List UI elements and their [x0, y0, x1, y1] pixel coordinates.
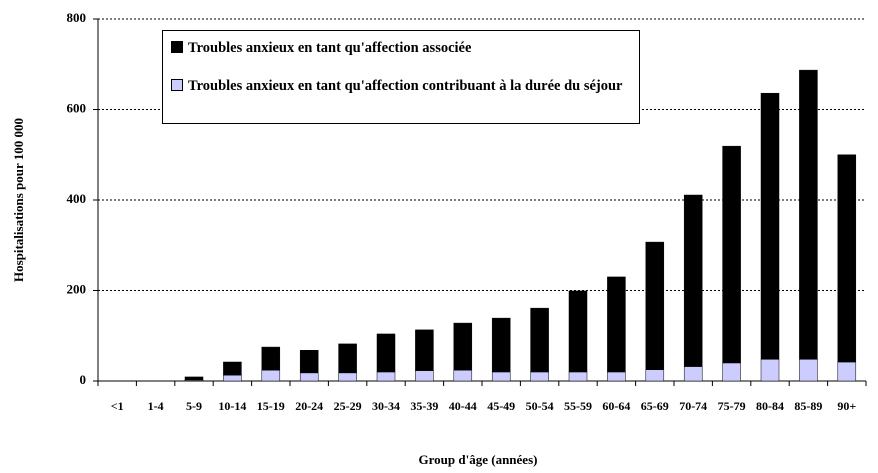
bar-segment: [415, 329, 434, 371]
bar-segment: [376, 371, 396, 382]
bar-segment: [568, 371, 588, 382]
x-tick-label: 10-14: [218, 399, 247, 413]
x-tick-label: 25-29: [333, 399, 362, 413]
bar-segment: [799, 359, 818, 382]
x-tick-label: 50-54: [525, 399, 554, 413]
legend-swatch: [171, 79, 183, 91]
bar-segment: [683, 194, 703, 367]
bar-segment: [184, 376, 204, 381]
bar-segment: [722, 145, 741, 364]
bar-segment: [799, 69, 818, 360]
bar-segment: [261, 346, 281, 371]
bar-segment: [683, 366, 703, 382]
bar-segment: [760, 92, 780, 360]
bar-segment: [837, 154, 857, 363]
bar-segment: [223, 361, 242, 376]
bar-segment: [453, 322, 473, 371]
x-tick-label: 80-84: [756, 399, 784, 413]
y-tick-label: 600: [67, 100, 87, 115]
bar-segment: [338, 372, 357, 382]
x-tick-label: 60-64: [602, 399, 631, 413]
x-tick-label: 85-89: [794, 399, 823, 413]
x-tick-label: 75-79: [717, 399, 746, 413]
bar-segment: [376, 333, 396, 373]
bar-segment: [261, 369, 281, 382]
y-tick-label: 0: [80, 372, 87, 387]
y-tick-label: 800: [67, 10, 87, 25]
bar-segment: [607, 276, 626, 373]
x-tick-label: <1: [110, 399, 124, 413]
bar-segment: [722, 362, 741, 382]
x-tick-label: 1-4: [147, 399, 164, 413]
bar-segment: [223, 374, 242, 382]
x-tick-label: 20-24: [295, 399, 324, 413]
legend-label: Troubles anxieux en tant qu'affection co…: [188, 78, 623, 94]
x-tick-label: 40-44: [448, 399, 477, 413]
bar-segment: [415, 370, 434, 382]
x-axis-label: Group d'âge (années): [419, 452, 538, 467]
x-tick-label: 55-59: [564, 399, 592, 413]
x-tick-label: 35-39: [410, 399, 439, 413]
bar-segment: [299, 372, 319, 382]
bar-segment: [338, 343, 357, 374]
bar-segment: [645, 241, 665, 370]
bar-segment: [607, 371, 626, 382]
x-tick-label: 70-74: [679, 399, 708, 413]
legend: Troubles anxieux en tant qu'affection as…: [162, 30, 640, 124]
y-axis-label: Hospitalisations pour 100 000: [11, 118, 26, 282]
legend-label: Troubles anxieux en tant qu'affection as…: [188, 40, 472, 56]
bar-segment: [645, 369, 665, 382]
bar-segment: [299, 349, 319, 374]
legend-entry: Troubles anxieux en tant qu'affection co…: [171, 75, 631, 97]
x-tick-label: 45-49: [487, 399, 516, 413]
y-tick-label: 200: [67, 281, 87, 296]
legend-swatch: [171, 41, 183, 53]
x-tick-label: 90+: [837, 399, 857, 413]
bar-segment: [530, 307, 549, 373]
bar-segment: [760, 359, 780, 382]
bar-segment: [453, 369, 473, 382]
x-tick-label: 15-19: [256, 399, 285, 413]
bar-segment: [491, 371, 511, 382]
x-tick-label: 65-69: [640, 399, 669, 413]
x-tick-label: 5-9: [186, 399, 202, 413]
x-tick-label: 30-34: [372, 399, 400, 413]
bar-segment: [568, 290, 588, 373]
bar-segment: [530, 371, 549, 382]
legend-entry: Troubles anxieux en tant qu'affection as…: [171, 37, 631, 59]
bar-segment: [837, 361, 857, 382]
y-tick-label: 400: [67, 191, 87, 206]
bar-segment: [491, 317, 511, 373]
